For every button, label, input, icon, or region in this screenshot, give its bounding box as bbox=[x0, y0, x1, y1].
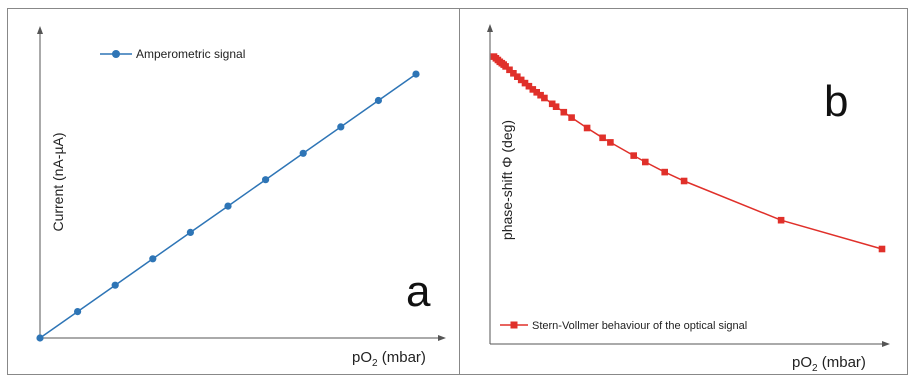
panel-a-legend: Amperometric signal bbox=[100, 47, 245, 61]
panel-b-y-arrow-icon bbox=[487, 24, 493, 32]
panel-b-legend-label: Stern-Vollmer behaviour of the optical s… bbox=[532, 320, 747, 332]
panel-b-data-point bbox=[529, 86, 537, 93]
panel-b-data-point bbox=[777, 216, 785, 224]
panel-b-data-point bbox=[583, 124, 591, 132]
panel-a-letter: a bbox=[406, 267, 431, 316]
panel-a-data-point bbox=[224, 202, 232, 210]
panel-b-data-point bbox=[680, 177, 688, 185]
panel-a-legend-marker bbox=[112, 50, 120, 58]
panel-b-x-arrow-icon bbox=[882, 341, 890, 347]
panel-a: Current (nA-µA) pO2 (mbar) a Amperometri… bbox=[36, 26, 446, 369]
panel-b-data-point bbox=[506, 66, 513, 74]
panel-b-legend-marker bbox=[510, 321, 518, 329]
panel-a-series bbox=[36, 70, 420, 342]
panel-b-data-point bbox=[514, 73, 521, 80]
panel-b-series bbox=[490, 53, 886, 253]
panel-b-data-point bbox=[510, 70, 517, 77]
panel-b-data-point bbox=[599, 134, 606, 142]
panel-a-data-point bbox=[262, 176, 270, 184]
panel-b-y-axis-label: phase-shift Φ (deg) bbox=[499, 120, 515, 240]
panel-b: phase-shift Φ (deg) pO2 (mbar) b Stern-V… bbox=[487, 24, 890, 374]
panel-a-data-point bbox=[149, 255, 157, 263]
panel-b-data-point bbox=[630, 152, 637, 159]
panel-b-data-point bbox=[552, 103, 560, 110]
panel-b-legend: Stern-Vollmer behaviour of the optical s… bbox=[500, 320, 747, 332]
panel-a-x-arrow-icon bbox=[438, 335, 446, 341]
panel-a-data-point bbox=[111, 281, 119, 289]
panel-a-frame bbox=[7, 8, 460, 375]
panel-a-legend-label: Amperometric signal bbox=[136, 47, 245, 61]
panel-b-frame bbox=[459, 8, 908, 375]
panel-b-letter: b bbox=[824, 77, 848, 126]
panel-b-data-point bbox=[502, 63, 509, 70]
panel-b-data-point bbox=[568, 114, 575, 121]
panel-b-x-axis-label: pO2 (mbar) bbox=[792, 354, 866, 374]
panel-b-data-point bbox=[541, 94, 548, 102]
panel-b-data-point bbox=[642, 158, 649, 166]
panel-a-data-point bbox=[299, 149, 307, 157]
panel-b-data-point bbox=[517, 76, 525, 84]
panel-b-data-point bbox=[537, 91, 544, 99]
panel-a-data-point bbox=[412, 70, 420, 78]
panel-b-data-point bbox=[878, 245, 886, 253]
panel-a-data-point bbox=[74, 308, 82, 316]
panel-b-data-point bbox=[533, 89, 540, 96]
panel-a-y-axis-label: Current (nA-µA) bbox=[50, 132, 66, 231]
panel-b-data-point bbox=[607, 139, 614, 146]
panel-a-data-point bbox=[186, 228, 194, 236]
panel-b-data-point bbox=[661, 168, 668, 176]
panel-b-data-point bbox=[525, 82, 533, 90]
panel-a-y-arrow-icon bbox=[37, 26, 43, 34]
panel-b-data-point bbox=[548, 100, 556, 108]
panel-a-data-point bbox=[374, 96, 382, 105]
panel-a-x-axis-label: pO2 (mbar) bbox=[352, 349, 426, 369]
panel-b-data-point bbox=[560, 108, 568, 116]
panel-b-data-point bbox=[521, 79, 529, 87]
panel-a-data-point bbox=[36, 334, 44, 342]
panel-a-data-point bbox=[337, 123, 345, 131]
